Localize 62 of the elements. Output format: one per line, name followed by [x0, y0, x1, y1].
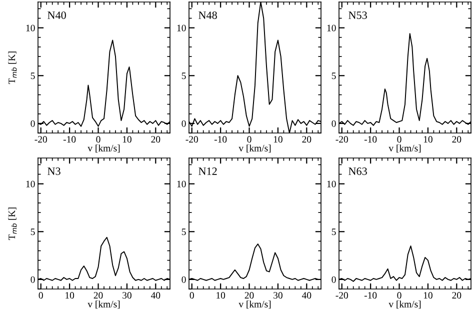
- x-tick-label: 20: [151, 136, 160, 143]
- text: N63: [348, 168, 367, 175]
- x-tick-label: 10: [424, 136, 432, 143]
- x-tick-label: 0: [247, 136, 252, 143]
- x-tick-label: 20: [94, 292, 103, 299]
- y-tick-label: 10: [327, 24, 336, 32]
- x-tick-label: 0: [397, 136, 402, 143]
- y-tick-label: 10: [327, 180, 336, 188]
- y-tick-label: 0: [182, 276, 186, 283]
- x-axis-title: v [km/s]: [238, 300, 271, 309]
- x-tick-label: -20: [336, 292, 348, 299]
- y-tick-label: 0: [332, 276, 336, 283]
- x-tick-label: 30: [122, 292, 132, 299]
- x-tick-label: 20: [244, 292, 254, 299]
- text: N53: [348, 12, 367, 19]
- y-tick-label: 5: [182, 72, 186, 80]
- x-axis-title: v [km/s]: [388, 144, 421, 153]
- x-tick-label: 0: [190, 292, 194, 299]
- x-tick-label: 10: [216, 292, 226, 299]
- x-tick-label: -10: [364, 292, 377, 299]
- x-tick-label: 30: [274, 292, 282, 299]
- y-tick-label: 10: [26, 24, 35, 32]
- x-tick-label: 0: [397, 292, 402, 299]
- y-tick-label: 10: [177, 180, 186, 188]
- x-axis-title: v [km/s]: [388, 300, 421, 309]
- x-tick-label: 10: [66, 292, 74, 299]
- x-tick-label: 10: [274, 136, 282, 143]
- x-tick-label: 20: [302, 136, 312, 143]
- text: N40: [48, 11, 66, 19]
- y-axis-title: T$_{mb}$ [K]: [8, 208, 17, 240]
- x-tick-label: 10: [424, 292, 432, 299]
- y-tick-label: 10: [26, 180, 35, 188]
- text: N48: [198, 11, 217, 19]
- text: N3: [48, 168, 60, 175]
- text: N12: [198, 168, 217, 175]
- x-axis-title: v [km/s]: [88, 300, 120, 309]
- x-tick-label: 20: [452, 136, 462, 143]
- x-tick-label: -10: [63, 136, 76, 143]
- y-tick-label: 0: [30, 120, 35, 127]
- x-tick-label: 20: [452, 292, 462, 299]
- x-tick-label: 40: [150, 292, 160, 299]
- x-tick-label: -20: [34, 136, 47, 143]
- x-tick-label: -10: [364, 136, 377, 143]
- y-tick-label: 0: [332, 120, 336, 127]
- y-tick-label: 0: [182, 120, 186, 127]
- x-axis-title: v [km/s]: [238, 144, 271, 153]
- x-axis-title: v [km/s]: [88, 144, 120, 153]
- x-tick-label: 10: [122, 136, 132, 143]
- x-tick-label: -10: [214, 136, 227, 143]
- x-tick-label: 0: [38, 292, 43, 299]
- y-tick-label: 5: [30, 72, 35, 80]
- x-tick-label: -20: [336, 136, 348, 143]
- y-tick-label: 10: [177, 24, 186, 32]
- x-tick-label: 0: [96, 136, 100, 143]
- y-axis-title: T$_{mb}$ [K]: [8, 52, 17, 84]
- y-tick-label: 5: [30, 228, 35, 236]
- y-tick-label: 5: [332, 228, 336, 236]
- y-tick-label: 5: [182, 228, 186, 236]
- x-tick-label: 40: [302, 292, 312, 299]
- y-tick-label: 0: [30, 276, 35, 283]
- y-tick-label: 5: [332, 72, 336, 80]
- x-tick-label: -20: [186, 136, 198, 143]
